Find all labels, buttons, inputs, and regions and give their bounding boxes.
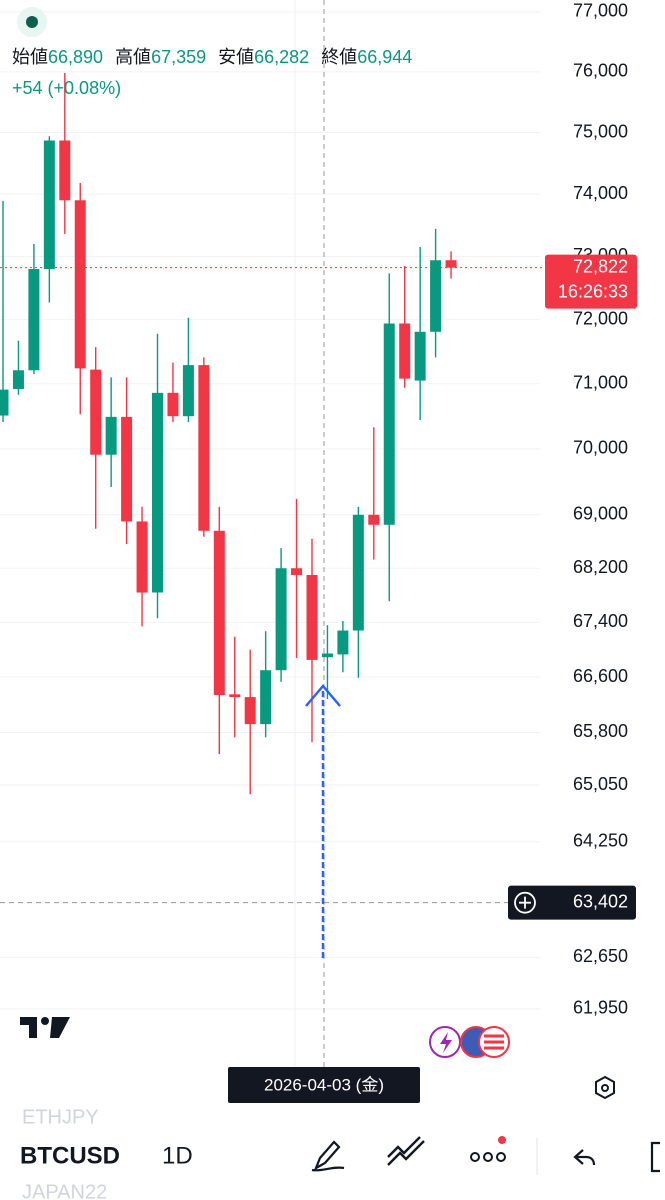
candle-body <box>74 200 86 369</box>
y-tick-label: 75,000 <box>573 121 628 141</box>
notification-dot <box>498 1136 506 1144</box>
date-box <box>228 1067 420 1103</box>
candle-body <box>90 369 102 455</box>
candle-body <box>368 514 380 525</box>
y-tick-label: 76,000 <box>573 61 628 81</box>
candle-body <box>244 697 256 725</box>
y-tick-label: 65,800 <box>573 721 628 741</box>
change: +54 (+0.08%) <box>12 78 121 98</box>
candle-body <box>198 365 210 531</box>
y-tick-label: 65,050 <box>573 774 628 794</box>
next-symbol[interactable]: JAPAN22 <box>22 1181 107 1200</box>
y-tick-label: 77,000 <box>573 1 628 21</box>
candle-body <box>414 331 426 381</box>
y-tick-label: 70,000 <box>573 438 628 458</box>
settings-button[interactable] <box>595 1075 615 1100</box>
candle-body <box>275 568 287 671</box>
candle-body <box>182 365 194 417</box>
candle-body <box>399 323 411 379</box>
candle-body <box>321 653 333 658</box>
price-axis: 77,00076,00075,00074,00073,00072,00071,0… <box>573 1 628 1018</box>
candle-body <box>352 514 364 631</box>
candle-body <box>337 630 349 655</box>
candles <box>0 73 457 795</box>
date-label: 2026-04-03 (金) <box>264 1075 384 1094</box>
y-tick-label: 72,000 <box>573 308 628 328</box>
candle-body <box>445 260 457 268</box>
y-tick-label: 71,000 <box>573 373 628 393</box>
fullscreen-button[interactable] <box>650 1141 660 1173</box>
indicator-tool[interactable] <box>387 1136 425 1166</box>
y-tick-label: 66,600 <box>573 666 628 686</box>
readout-value: 66,282 <box>254 47 309 67</box>
readout-label: 高値 <box>115 47 151 67</box>
arrow-annotation <box>305 684 341 958</box>
candle-body <box>28 269 40 371</box>
y-tick-label: 74,000 <box>573 183 628 203</box>
readout-value: 66,890 <box>48 47 103 67</box>
interval[interactable]: 1D <box>162 1142 193 1169</box>
readout-label: 安値 <box>218 47 254 67</box>
candle-body <box>306 574 318 660</box>
candle-body <box>136 521 148 593</box>
more-button[interactable] <box>470 1152 506 1162</box>
ohlc-readout: 始値66,890 高値67,359 安値66,282 終値66,944 <box>12 47 412 67</box>
candle-body <box>167 392 179 417</box>
event-icons[interactable] <box>429 1026 510 1058</box>
y-tick-label: 62,650 <box>573 946 628 966</box>
last-price-label: 72,822 <box>573 256 628 276</box>
draw-tool[interactable] <box>311 1140 345 1172</box>
add-button[interactable] <box>514 891 536 914</box>
readout-value: 66,944 <box>357 47 412 67</box>
candle-body <box>59 140 71 201</box>
candle-body <box>260 670 272 725</box>
y-tick-label: 69,000 <box>573 504 628 524</box>
prev-symbol[interactable]: ETHJPY <box>22 1106 99 1128</box>
candle-body <box>43 140 55 270</box>
y-tick-label: 64,250 <box>573 831 628 851</box>
crosshair-price-label: 63,402 <box>573 891 628 911</box>
y-tick-label: 61,950 <box>573 998 628 1018</box>
candle-body <box>121 416 133 522</box>
candle-body <box>291 568 303 575</box>
candle-body <box>430 260 442 332</box>
candle-body <box>105 416 117 455</box>
plus-sign <box>519 896 531 909</box>
candle-body <box>383 323 395 525</box>
readout-label: 終値 <box>321 47 357 67</box>
logo <box>20 1017 70 1038</box>
symbol[interactable]: BTCUSD <box>20 1142 120 1169</box>
candle-body <box>152 392 163 593</box>
last-price-box <box>545 254 637 309</box>
y-tick-label: 68,200 <box>573 557 628 577</box>
candle-body <box>12 370 24 389</box>
readout-value: 67,359 <box>151 47 206 67</box>
undo-button[interactable] <box>573 1149 596 1166</box>
y-tick-label: 67,400 <box>573 611 628 631</box>
candle-body <box>0 389 9 416</box>
status-dot <box>26 16 38 28</box>
countdown: 16:26:33 <box>558 281 628 301</box>
crosshair-price-box <box>508 885 636 920</box>
grid <box>0 11 540 1010</box>
readout-label: 始値 <box>12 47 48 67</box>
candle-body <box>229 694 241 698</box>
settings-dot <box>601 1084 609 1092</box>
candle-body <box>213 530 225 696</box>
